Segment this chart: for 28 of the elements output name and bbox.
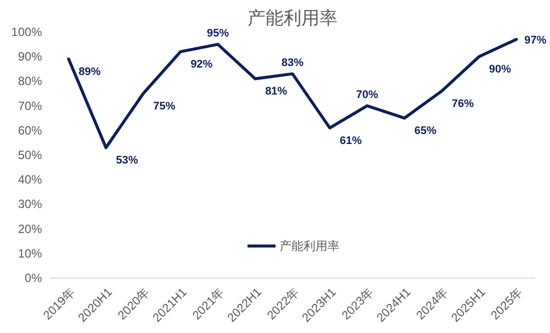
text: 76% [452,98,474,110]
text: 75% [153,100,176,112]
text: 89% [78,66,101,78]
chart-title: 产能利用率 [248,8,338,28]
y-tick-label: 40% [18,172,42,187]
text: 97% [524,34,546,46]
y-tick-label: 90% [18,50,42,64]
text: 61% [340,134,362,147]
line-series [67,38,518,150]
y-tick-label: 10% [18,246,42,260]
y-tick-label: 0% [24,271,42,285]
text: 95% [206,27,229,40]
text: 53% [116,154,138,167]
y-tick-label: 50% [18,148,42,162]
y-tick-label: 60% [18,123,42,138]
y-tick-label: 70% [18,98,42,113]
text: 81% [265,86,288,98]
y-tick-label: 30% [18,197,42,212]
y-tick-label: 100% [11,25,42,39]
text: 70% [356,88,378,101]
text: 83% [281,56,304,69]
legend-label: 产能利用率 [280,239,340,253]
text: 90% [489,64,512,76]
legend: 产能利用率 [248,239,340,253]
text: 65% [414,125,436,138]
text: 92% [190,58,213,71]
y-tick-label: 20% [18,222,42,236]
y-tick-label: 80% [18,74,42,88]
